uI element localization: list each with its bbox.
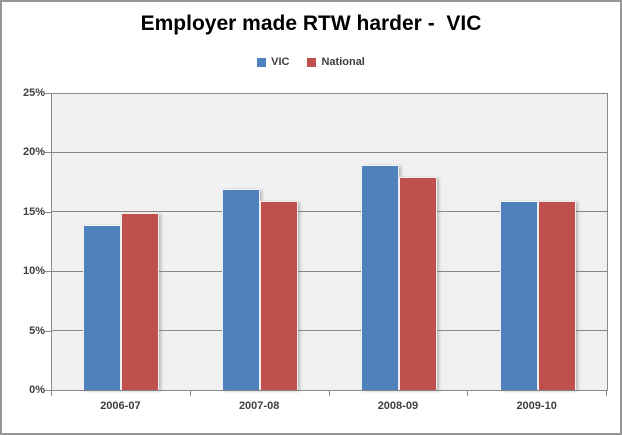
chart-title: Employer made RTW harder - VIC [140,12,482,35]
y-tick-25% [45,93,51,94]
bar-national-2009-10 [537,201,576,390]
y-tick-10% [45,271,51,272]
legend-item-vic: VIC [257,56,289,68]
gridline-5% [52,330,607,332]
bar-national-2006-07 [121,213,160,390]
vic-series-marker-icon [257,57,267,67]
y-axis-label-5%: 5% [29,324,45,337]
y-axis-label-15%: 15% [22,205,45,218]
bar-national-2007-08 [260,201,299,390]
bar-vic-2006-07 [83,224,122,390]
gridline-20% [52,151,607,153]
x-axis-label-2007-08: 2007-08 [238,400,280,412]
y-axis-label-25%: 25% [22,87,45,99]
x-axis-label-2008-09: 2008-09 [377,400,419,412]
y-tick-20% [45,152,51,153]
x-axis-labels: 2006-07 2007-08 2008-09 2009-10 [51,400,606,412]
gridline-25% [52,93,607,94]
y-tick-15% [45,212,51,213]
y-axis-label-20%: 20% [22,146,45,159]
x-tick-2 [328,391,330,396]
gridline-10% [52,270,607,272]
bar-vic-2008-09 [360,165,399,390]
y-axis-label-0%: 0% [29,384,45,396]
x-tick-0 [51,391,52,396]
legend-label-vic: VIC [271,56,290,68]
legend: VIC National [2,56,620,68]
y-axis-label-10%: 10% [22,265,45,278]
plot-area [51,93,608,391]
bar-groups [52,93,607,390]
bar-group-2008-09 [330,93,469,390]
x-tick-3 [467,391,469,396]
x-tick-1 [189,391,191,396]
bar-vic-2009-10 [499,201,538,390]
y-tick-5% [45,331,51,332]
bar-group-2006-07 [52,93,191,390]
bar-vic-2007-08 [222,189,261,390]
bar-national-2008-09 [398,177,437,390]
legend-label-national: National [321,56,365,68]
national-series-marker-icon [307,57,317,67]
gridline-15% [52,211,607,213]
x-tick-4 [606,391,607,396]
x-axis-label-2006-07: 2006-07 [100,400,141,412]
x-axis-label-2009-10: 2009-10 [516,400,557,412]
bar-group-2009-10 [468,93,607,390]
y-tick-0% [45,390,51,391]
legend-item-national: National [307,56,365,68]
bar-group-2007-08 [191,93,330,390]
